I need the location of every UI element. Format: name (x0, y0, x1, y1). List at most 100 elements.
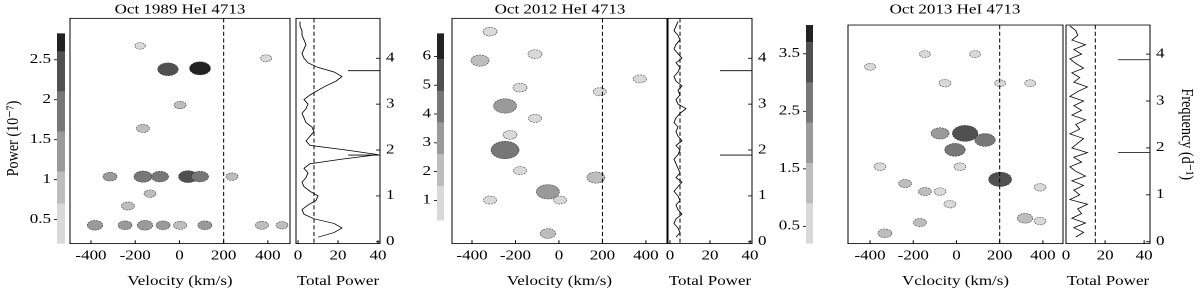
power-contour (482, 27, 498, 37)
y-tick-label: 3.5 (779, 45, 800, 60)
color-band (437, 59, 444, 91)
x-axis-label: Total Power (297, 273, 380, 288)
x-axis-label: Vclocity (km/s) (902, 273, 1009, 288)
y-tick-label: 5 (422, 77, 431, 92)
x-tick-label: -400 (75, 248, 106, 263)
power-line (299, 21, 379, 238)
y-tick-label: 0 (1156, 233, 1165, 248)
y-tick-label: 0.5 (779, 218, 800, 233)
power-contour (528, 114, 542, 123)
power-contour (938, 79, 952, 88)
power-contour (864, 63, 876, 71)
plot-frame (451, 17, 668, 245)
y-tick-label: 2.5 (779, 103, 800, 118)
y-tick-label: 2 (42, 91, 51, 106)
y-tick-label: 3 (422, 134, 431, 149)
x-tick-label: 400 (1030, 248, 1056, 263)
power-contour (136, 124, 150, 133)
power-contour (974, 133, 996, 147)
power-line (1068, 25, 1089, 238)
color-band (57, 203, 65, 244)
power-contour (536, 184, 560, 200)
y-tick-label: 1 (386, 187, 395, 202)
power-contour (121, 201, 135, 211)
x-tick-label: 0 (555, 248, 564, 263)
y-tick-label: 1 (42, 171, 51, 186)
x-tick-label: 200 (211, 248, 237, 263)
power-contour (225, 172, 239, 181)
power-contour (502, 130, 518, 140)
power-contour (933, 187, 947, 196)
color-band (57, 91, 65, 132)
y-tick-label: 4 (758, 50, 767, 65)
panel-title: Oct 1989 HeI 4713 (115, 1, 246, 16)
power-contour (969, 50, 981, 58)
color-band (806, 122, 813, 164)
power-contour (913, 218, 927, 227)
y-tick-label: 0 (386, 233, 395, 248)
plot-frame (1065, 24, 1151, 245)
color-band (806, 163, 813, 204)
y-tick-label: 2.5 (30, 51, 51, 66)
x-tick-label: 400 (633, 248, 659, 263)
x-tick-label: 0 (952, 248, 961, 263)
color-band (437, 33, 444, 60)
power-contour (117, 220, 133, 230)
y-tick-label: 4 (1156, 46, 1165, 61)
panel-title: Oct 2012 HeI 4713 (495, 1, 626, 16)
power-contour (102, 172, 118, 182)
color-band (57, 131, 65, 172)
power-contour (255, 220, 269, 230)
power-contour (470, 54, 490, 67)
color-band (57, 171, 65, 204)
y-tick-label: 3 (758, 96, 767, 111)
x-tick-label: 400 (255, 248, 281, 263)
power-contour (539, 228, 556, 239)
y-tick-label: 1 (758, 187, 767, 202)
x-tick-label: 40 (742, 248, 759, 263)
panel-title: Oct 2013 HeI 4713 (890, 1, 1021, 16)
power-contour (151, 171, 169, 183)
power-contour (898, 179, 912, 188)
y-tick-label: 6 (422, 48, 431, 63)
y-tick-label: 3 (386, 96, 395, 111)
plot-frame (295, 17, 381, 245)
color-band (57, 33, 65, 52)
power-contour (586, 171, 606, 184)
x-tick-label: 40 (1136, 248, 1153, 263)
power-contour (157, 62, 179, 76)
power-contour (943, 200, 957, 209)
color-band (806, 25, 813, 43)
power-contour (134, 42, 146, 50)
x-axis-label: Velocity (km/s) (127, 273, 232, 288)
x-tick-label: -200 (898, 248, 929, 263)
plot-frame (667, 17, 753, 245)
power-contour (593, 87, 607, 97)
x-tick-label: -400 (854, 248, 885, 263)
power-contour (173, 220, 187, 230)
power-contour (873, 162, 887, 171)
x-tick-label: 0 (1062, 248, 1071, 263)
y-tick-label: 1 (422, 192, 431, 207)
power-contour (136, 220, 154, 231)
power-contour (173, 101, 187, 110)
power-contour (953, 162, 967, 171)
power-contour (918, 187, 932, 196)
power-contour (86, 220, 104, 231)
color-band (57, 51, 65, 92)
power-contour (944, 143, 966, 157)
x-tick-label: 0 (294, 248, 303, 263)
power-contour (633, 74, 647, 84)
plot-frame (847, 24, 1064, 245)
color-band (437, 220, 444, 244)
power-contour (260, 54, 272, 62)
power-contour (952, 125, 979, 142)
x-tick-label: 40 (370, 248, 387, 263)
plot-frame (69, 17, 291, 245)
x-tick-label: 200 (987, 248, 1013, 263)
y-tick-label: 4 (422, 105, 431, 120)
color-band (806, 82, 813, 123)
power-contour (189, 61, 211, 76)
x-tick-label: -200 (120, 248, 151, 263)
